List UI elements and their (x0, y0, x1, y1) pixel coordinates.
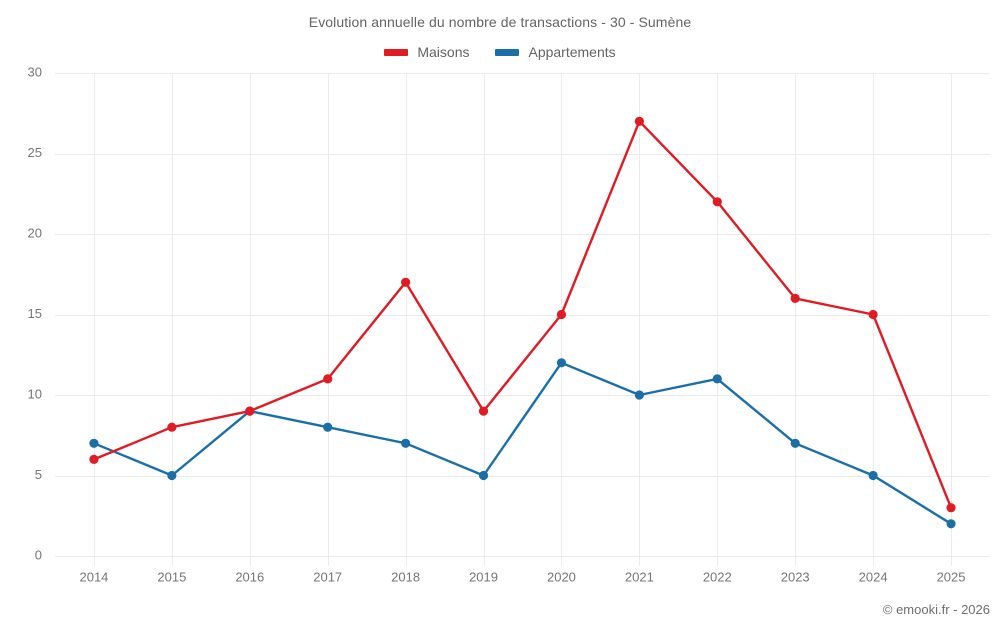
data-point-maisons-2014[interactable] (89, 454, 99, 464)
data-point-maisons-2017[interactable] (323, 374, 333, 384)
data-point-maisons-2024[interactable] (868, 309, 878, 320)
chart-legend: Maisons Appartements (0, 44, 1000, 60)
data-point-appartements-2019[interactable] (478, 470, 489, 481)
x-axis-tick-label: 2016 (235, 570, 264, 585)
data-point-appartements-2018[interactable] (401, 438, 411, 448)
data-point-maisons-2016[interactable] (245, 406, 255, 416)
x-axis-tick-label: 2015 (157, 570, 186, 585)
y-axis-tick-label: 15 (28, 306, 42, 321)
y-axis-tick-label: 5 (35, 467, 42, 482)
legend-label-maisons: Maisons (417, 44, 470, 60)
data-point-maisons-2022[interactable] (712, 197, 722, 207)
data-point-appartements-2022[interactable] (712, 374, 722, 384)
x-axis-tick-label: 2019 (469, 570, 498, 585)
data-point-maisons-2020[interactable] (556, 309, 567, 320)
legend-item-appartements[interactable]: Appartements (495, 44, 616, 60)
x-axis-tick-label: 2018 (391, 570, 420, 585)
data-point-maisons-2019[interactable] (478, 406, 489, 416)
y-axis-tick-label: 0 (35, 547, 42, 562)
data-point-maisons-2025[interactable] (946, 503, 956, 513)
legend-label-appartements: Appartements (528, 44, 616, 60)
x-axis-tick-label: 2017 (313, 570, 342, 585)
data-point-appartements-2025[interactable] (946, 519, 956, 529)
x-axis-tick-label: 2023 (781, 570, 810, 585)
legend-swatch-appartements (495, 48, 520, 56)
x-axis-tick-label: 2020 (547, 570, 576, 585)
data-point-appartements-2020[interactable] (556, 358, 567, 368)
legend-swatch-maisons (384, 48, 409, 56)
data-point-appartements-2023[interactable] (790, 438, 800, 448)
series-line-appartements (92, 361, 953, 525)
x-axis-tick-label: 2024 (859, 570, 888, 585)
data-point-appartements-2024[interactable] (868, 470, 878, 481)
data-point-appartements-2015[interactable] (167, 470, 177, 481)
x-axis-tick-label: 2022 (703, 570, 732, 585)
data-point-appartements-2021[interactable] (634, 390, 644, 400)
y-axis-tick-label: 30 (28, 64, 42, 79)
data-point-appartements-2017[interactable] (323, 422, 333, 432)
y-axis-tick-label: 20 (28, 225, 42, 240)
legend-item-maisons[interactable]: Maisons (384, 44, 469, 60)
copyright-credit: © emooki.fr - 2026 (882, 602, 990, 617)
x-axis-tick-label: 2021 (625, 570, 654, 585)
x-axis-tick-label: 2025 (937, 570, 966, 585)
data-point-appartements-2014[interactable] (89, 438, 99, 448)
data-point-maisons-2023[interactable] (790, 293, 800, 303)
data-point-maisons-2021[interactable] (634, 116, 644, 126)
data-point-maisons-2018[interactable] (401, 277, 411, 287)
y-axis-tick-label: 10 (28, 386, 42, 401)
x-axis-tick-label: 2014 (79, 570, 108, 585)
series-line-maisons (92, 120, 953, 509)
chart-title: Evolution annuelle du nombre de transact… (308, 14, 692, 30)
y-axis-tick-label: 25 (28, 145, 42, 160)
data-point-maisons-2015[interactable] (167, 422, 177, 432)
